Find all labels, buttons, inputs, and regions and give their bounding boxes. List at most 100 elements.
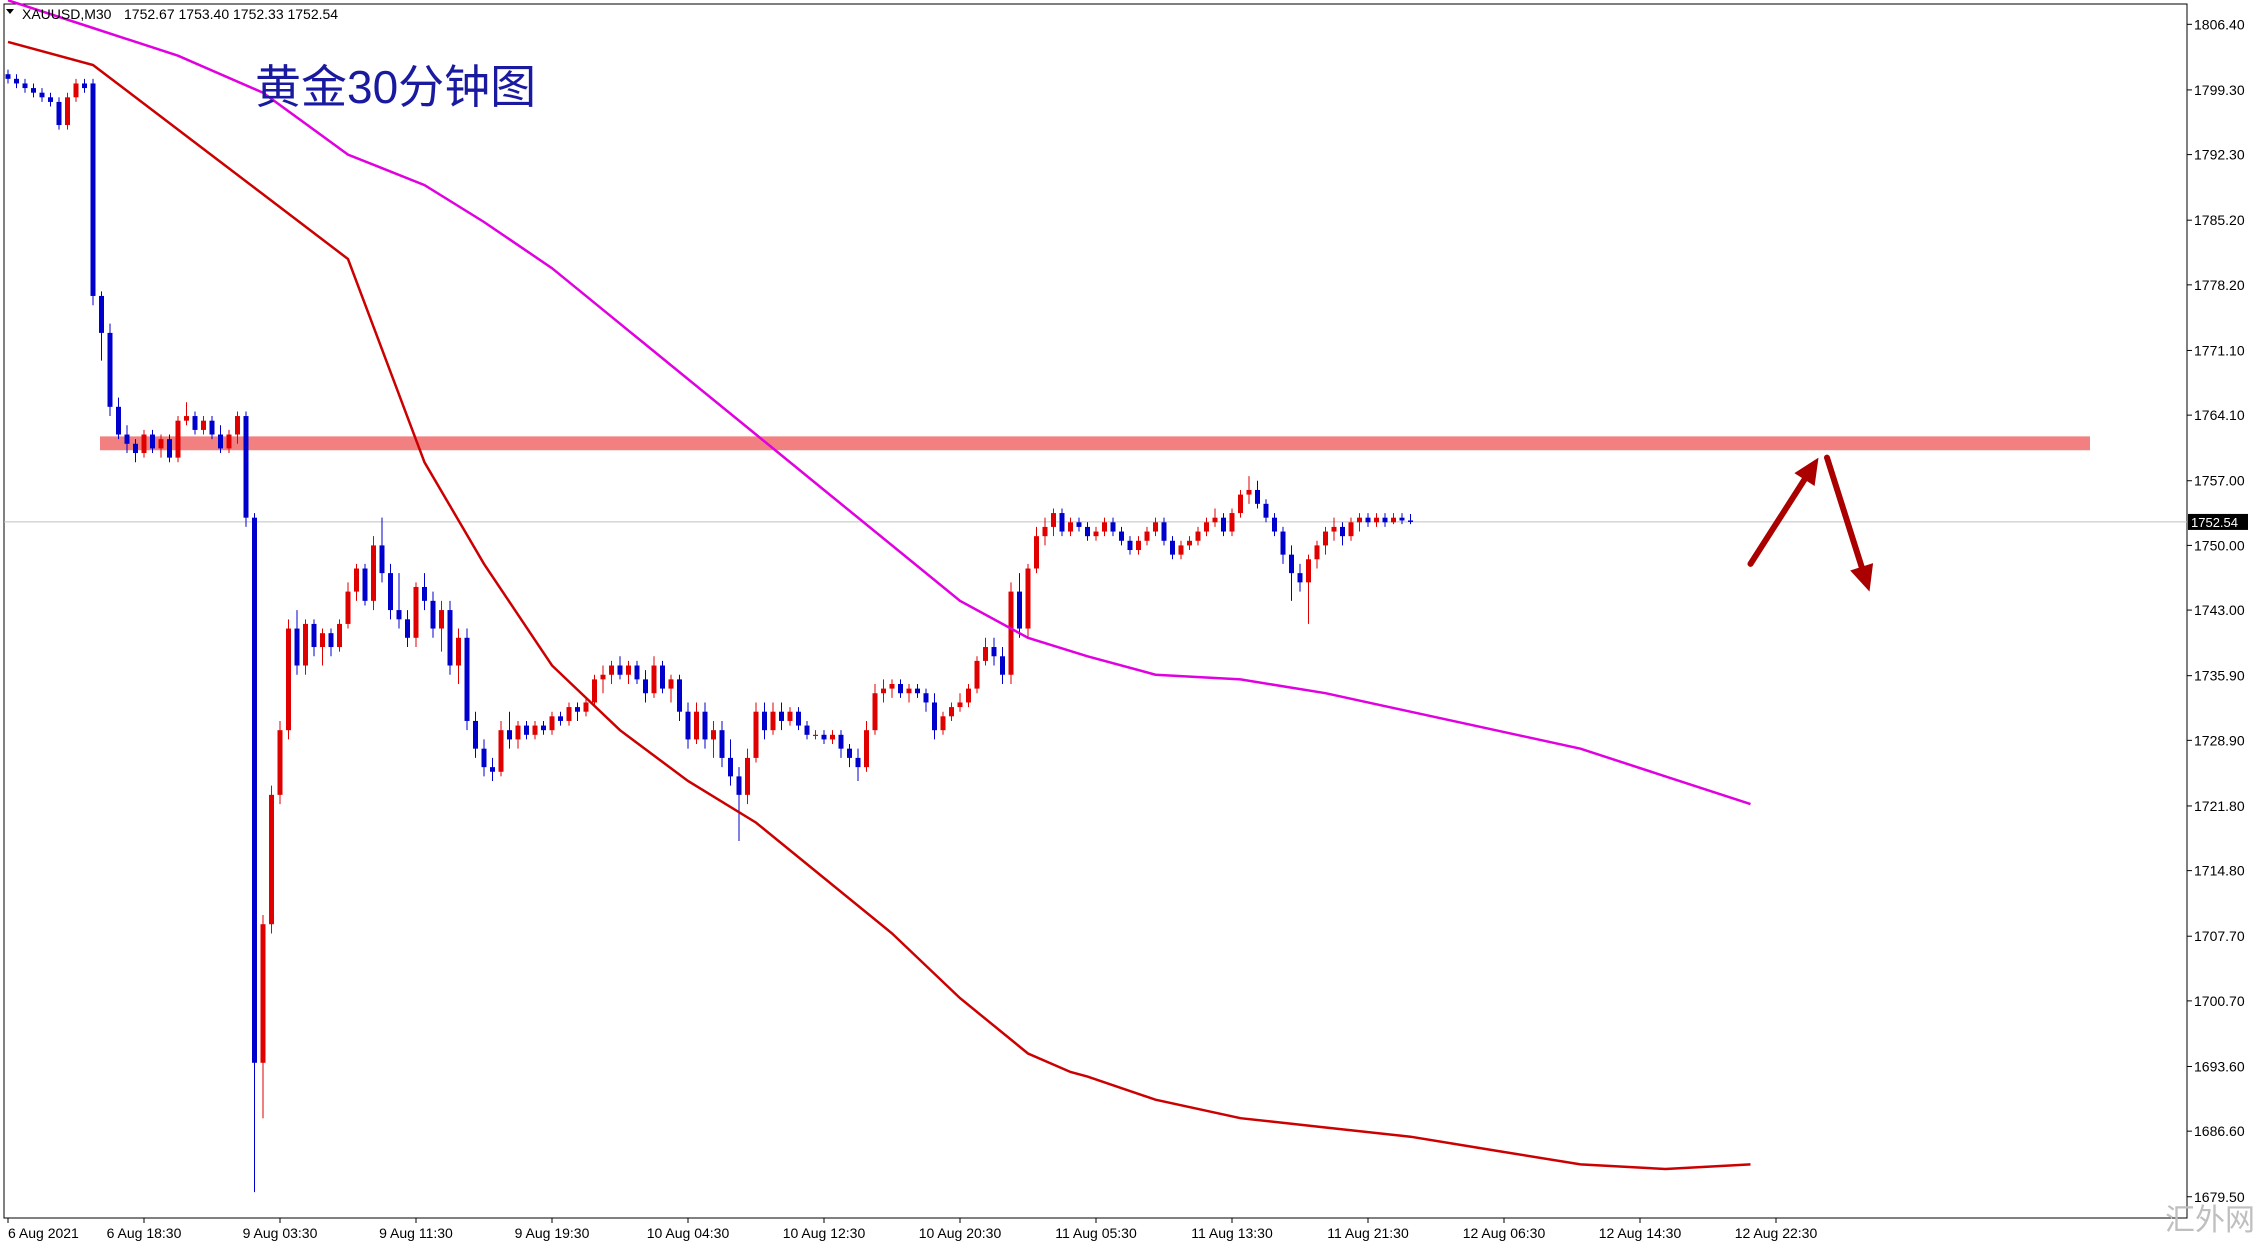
arrow-down-icon [1824,454,1874,592]
y-tick-label: 1686.60 [2194,1123,2245,1139]
candle [796,707,801,731]
symbol-label: XAUUSD,M30 [22,6,112,22]
candle-body [736,776,742,795]
candle-body [362,568,368,601]
candle-body [337,623,342,648]
candle [1323,526,1328,555]
arrow-up-icon-head [1794,457,1819,487]
candle [1068,517,1073,537]
candle-body [694,711,699,740]
arrow-layer [1747,454,1874,592]
candle [507,711,512,749]
candle [583,697,589,717]
candle-body [1382,517,1388,523]
candle-body [235,416,240,435]
candle-body [915,688,920,694]
candle-body [31,88,36,93]
candle [1382,513,1388,527]
candle [881,679,886,703]
candle-body [1195,531,1201,541]
candle [1144,526,1150,546]
candle-body [1110,522,1116,532]
candle [991,637,997,666]
candle [473,711,478,758]
candle [184,402,189,426]
candle-body [218,434,223,449]
candle-body [1204,522,1209,532]
candle [1025,563,1031,638]
y-tick-label: 1799.30 [2194,82,2245,98]
candle-body [107,332,113,407]
candle-body [1051,513,1056,527]
candle [422,573,427,611]
moving-average-layer [7,0,1751,1171]
candle-body [957,702,963,708]
candle [1042,517,1048,546]
candle-body [430,600,436,629]
candle-body [838,734,844,749]
x-tick-label: 9 Aug 11:30 [379,1225,453,1241]
candle-body [660,665,665,689]
candle-body [14,78,19,84]
candle [124,425,130,454]
candle-body [1221,517,1226,532]
candle [609,660,614,684]
candle-body [719,730,725,758]
candle [685,702,691,749]
candle-body [711,730,716,740]
y-tick-label: 1714.80 [2194,863,2245,879]
candle [218,425,223,454]
x-tick-label: 12 Aug 14:30 [1599,1225,1682,1241]
candle [328,628,334,657]
candle-body [855,757,861,768]
candle [1280,526,1286,564]
y-tick-label: 1771.10 [2194,342,2245,358]
candle-body [1272,517,1277,532]
current-price-label: 1752.54 [2191,515,2238,530]
candle [235,411,240,444]
candle [830,730,835,745]
y-tick-label: 1750.00 [2194,537,2245,553]
candle-body [158,439,164,449]
moving-average-slow-line [7,0,1751,806]
candle-body [1246,489,1252,495]
candle-body [609,665,614,675]
candle [787,707,793,726]
dropdown-triangle-icon[interactable] [6,9,14,14]
candle [915,683,920,698]
candle [243,411,249,527]
candle [31,83,36,98]
candle [1059,508,1065,537]
y-tick-label: 1679.50 [2194,1189,2245,1205]
candle [413,582,419,648]
candle-body [1102,522,1107,532]
candle-body [90,83,96,296]
candle-body [1391,517,1396,523]
candle-body [141,434,147,454]
candle [39,88,45,102]
candle [728,739,733,786]
candle [1000,647,1005,684]
candle-body [133,443,138,454]
candle-body [439,610,444,629]
candle [1093,526,1099,541]
candle [949,702,954,721]
candle [1034,526,1039,574]
candle-body [422,586,427,601]
candle [524,720,529,740]
x-tick-label: 6 Aug 18:30 [107,1225,182,1241]
candle-body [592,679,597,703]
candle-body [1000,656,1005,675]
candle-body [881,688,886,694]
candle [252,513,257,1193]
candle [405,610,410,648]
candle [762,702,767,740]
candle-body [1076,522,1082,527]
candle [1051,508,1056,537]
candle-body [668,679,674,689]
candle [1263,499,1269,523]
candle-body [566,707,572,721]
candle [65,92,70,130]
